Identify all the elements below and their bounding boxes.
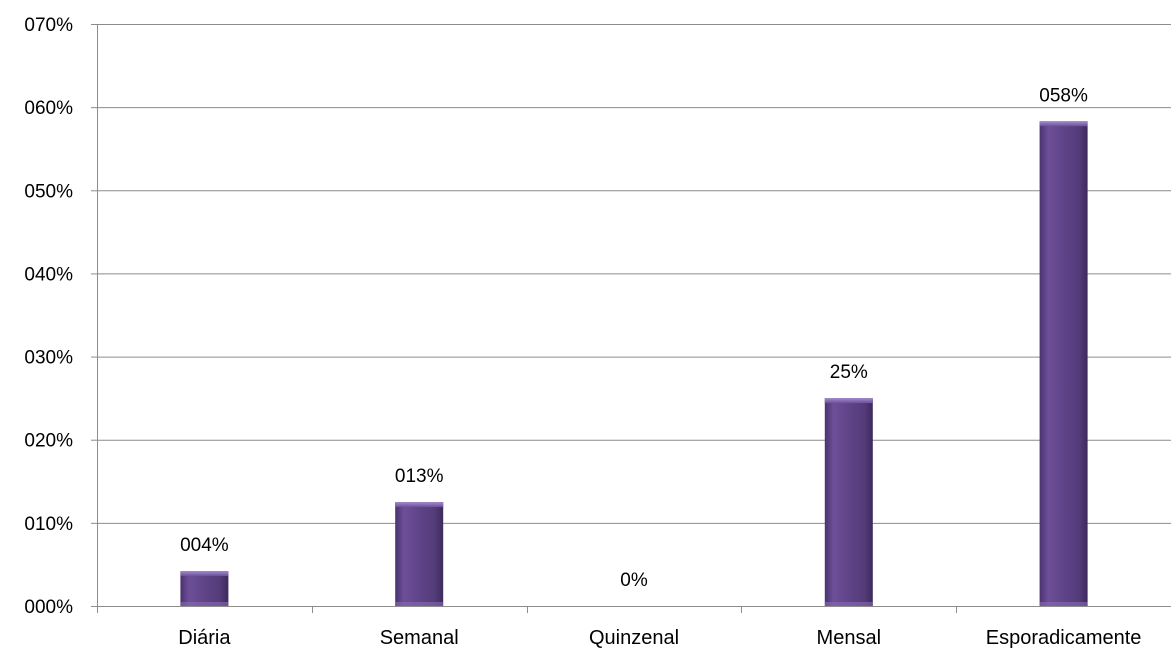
bar-bottom-bevel (180, 602, 229, 606)
y-tick-label: 010% (24, 514, 73, 535)
data-label: 0% (620, 570, 648, 591)
bar (180, 571, 229, 606)
data-label: 013% (395, 466, 444, 487)
x-category-label: Diária (178, 627, 231, 649)
bar-group (1039, 121, 1088, 606)
x-category-label: Mensal (817, 627, 881, 649)
bar-top-bevel (180, 571, 229, 577)
bar (395, 502, 444, 606)
gridlines (97, 24, 1171, 524)
bar (1039, 121, 1088, 606)
y-tick-label: 040% (24, 264, 73, 285)
x-category-label: Quinzenal (589, 627, 679, 649)
y-tick-label: 050% (24, 181, 73, 202)
bar-top-bevel (395, 502, 444, 508)
data-label: 058% (1039, 85, 1088, 106)
y-tick-label: 000% (24, 597, 73, 618)
axes (91, 24, 1171, 613)
y-tick-label: 070% (24, 15, 73, 36)
x-category-label: Esporadicamente (986, 627, 1142, 649)
labels: 000% 010% 020% 030% 040% 050% 060% 070% 004% Diár… (24, 15, 1141, 649)
bar-group (180, 571, 229, 606)
bar-group (824, 398, 873, 606)
data-label: 25% (830, 362, 868, 383)
y-tick-label: 060% (24, 98, 73, 119)
x-category-label: Semanal (380, 627, 459, 649)
bar-group (395, 502, 444, 606)
data-label: 004% (180, 535, 229, 556)
bars (180, 121, 1088, 606)
bar-bottom-bevel (824, 602, 873, 606)
bar-bottom-bevel (1039, 602, 1088, 606)
y-tick-label: 020% (24, 431, 73, 452)
bar (824, 398, 873, 606)
y-tick-label: 030% (24, 348, 73, 369)
bar-bottom-bevel (395, 602, 444, 606)
bar-top-bevel (824, 398, 873, 404)
bar-top-bevel (1039, 121, 1088, 127)
